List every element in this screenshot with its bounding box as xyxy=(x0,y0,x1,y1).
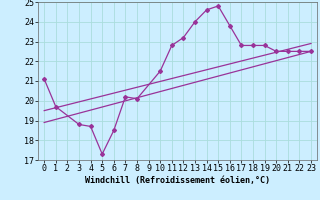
X-axis label: Windchill (Refroidissement éolien,°C): Windchill (Refroidissement éolien,°C) xyxy=(85,176,270,185)
